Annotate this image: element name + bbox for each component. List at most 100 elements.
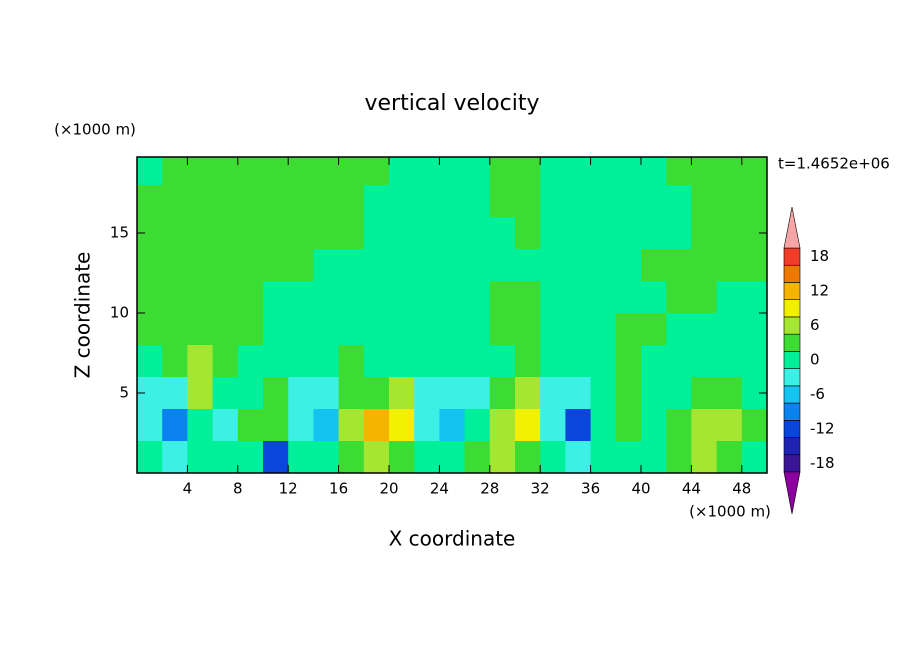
x-tick-label: 24 bbox=[430, 480, 449, 498]
field-cell bbox=[464, 345, 491, 378]
field-cell bbox=[666, 441, 692, 473]
x-tick-label: 36 bbox=[581, 480, 600, 498]
field-cell bbox=[237, 281, 264, 314]
field-cell bbox=[313, 185, 340, 218]
field-cell bbox=[615, 157, 642, 186]
field-cell bbox=[338, 185, 365, 218]
colorbar-over bbox=[783, 206, 801, 249]
y-unit: (×1000 m) bbox=[54, 121, 136, 139]
field-cell bbox=[540, 345, 566, 378]
field-cell bbox=[137, 249, 163, 282]
field-cell bbox=[439, 157, 466, 186]
field-cell bbox=[439, 345, 466, 378]
field-cell bbox=[137, 441, 163, 473]
field-cell bbox=[565, 185, 592, 218]
colorbar-box bbox=[783, 247, 801, 266]
field-cell bbox=[716, 441, 743, 473]
field-cell bbox=[515, 217, 541, 250]
field-cell bbox=[540, 313, 566, 346]
field-cell bbox=[338, 217, 365, 250]
field bbox=[137, 157, 767, 473]
field-cell bbox=[414, 249, 440, 282]
field-cell bbox=[162, 217, 188, 250]
field-cell bbox=[137, 345, 163, 378]
field-cell bbox=[716, 249, 743, 282]
field-cell bbox=[489, 345, 516, 378]
field-cell bbox=[691, 157, 718, 186]
field-cell bbox=[389, 281, 415, 314]
field-cell bbox=[540, 377, 566, 410]
field-cell bbox=[489, 249, 516, 282]
field-cell bbox=[515, 409, 541, 442]
field-cell bbox=[615, 281, 642, 314]
field-cell bbox=[540, 281, 566, 314]
field-cell bbox=[489, 185, 516, 218]
field-cell bbox=[137, 157, 163, 186]
field-cell bbox=[162, 249, 188, 282]
colorbar-box bbox=[783, 264, 801, 283]
field-cell bbox=[237, 313, 264, 346]
field-cell bbox=[590, 157, 617, 186]
field-cell bbox=[641, 249, 667, 282]
field-cell bbox=[489, 157, 516, 186]
field-cell bbox=[212, 409, 239, 442]
field-cell bbox=[263, 345, 289, 378]
field-cell bbox=[288, 441, 314, 473]
colorbar-label: -12 bbox=[810, 419, 835, 437]
field-cell bbox=[263, 217, 289, 250]
field-cell bbox=[464, 157, 491, 186]
field-cell bbox=[741, 345, 767, 378]
field-cell bbox=[590, 217, 617, 250]
x-tick-label: 32 bbox=[531, 480, 550, 498]
field-cell bbox=[288, 377, 314, 410]
field-cell bbox=[313, 441, 340, 473]
field-cell bbox=[439, 377, 466, 410]
field-cell bbox=[313, 345, 340, 378]
field-cell bbox=[338, 345, 365, 378]
field-cell bbox=[237, 345, 264, 378]
field-cell bbox=[590, 249, 617, 282]
field-cell bbox=[615, 409, 642, 442]
field-cell bbox=[389, 345, 415, 378]
field-cell bbox=[212, 313, 239, 346]
field-cell bbox=[515, 377, 541, 410]
field-cell bbox=[464, 281, 491, 314]
x-axis-label: X coordinate bbox=[389, 527, 516, 551]
field-cell bbox=[263, 377, 289, 410]
field-cell bbox=[464, 249, 491, 282]
field-cell bbox=[162, 157, 188, 186]
field-cell bbox=[489, 377, 516, 410]
field-cell bbox=[489, 409, 516, 442]
field-cell bbox=[263, 249, 289, 282]
field-cell bbox=[439, 313, 466, 346]
field-cell bbox=[414, 441, 440, 473]
field-cell bbox=[590, 281, 617, 314]
field-cell bbox=[313, 217, 340, 250]
field-cell bbox=[288, 281, 314, 314]
field-cell bbox=[338, 157, 365, 186]
field-cell bbox=[212, 441, 239, 473]
field-cell bbox=[666, 313, 692, 346]
field-cell bbox=[237, 441, 264, 473]
field-cell bbox=[489, 217, 516, 250]
colorbar-box bbox=[783, 385, 801, 404]
colorbar-box bbox=[783, 437, 801, 456]
field-cell bbox=[212, 345, 239, 378]
field-cell bbox=[389, 409, 415, 442]
field-cell bbox=[137, 185, 163, 218]
field-cell bbox=[716, 281, 743, 314]
field-cell bbox=[716, 345, 743, 378]
field-cell bbox=[540, 217, 566, 250]
field-cell bbox=[162, 313, 188, 346]
field-cell bbox=[590, 409, 617, 442]
field-cell bbox=[439, 217, 466, 250]
colorbar-box bbox=[783, 316, 801, 335]
y-tick-label: 15 bbox=[110, 224, 129, 242]
field-cell bbox=[666, 409, 692, 442]
field-cell bbox=[162, 345, 188, 378]
field-cell bbox=[187, 185, 214, 218]
field-cell bbox=[212, 281, 239, 314]
field-cell bbox=[137, 409, 163, 442]
x-tick-label: 48 bbox=[732, 480, 751, 498]
